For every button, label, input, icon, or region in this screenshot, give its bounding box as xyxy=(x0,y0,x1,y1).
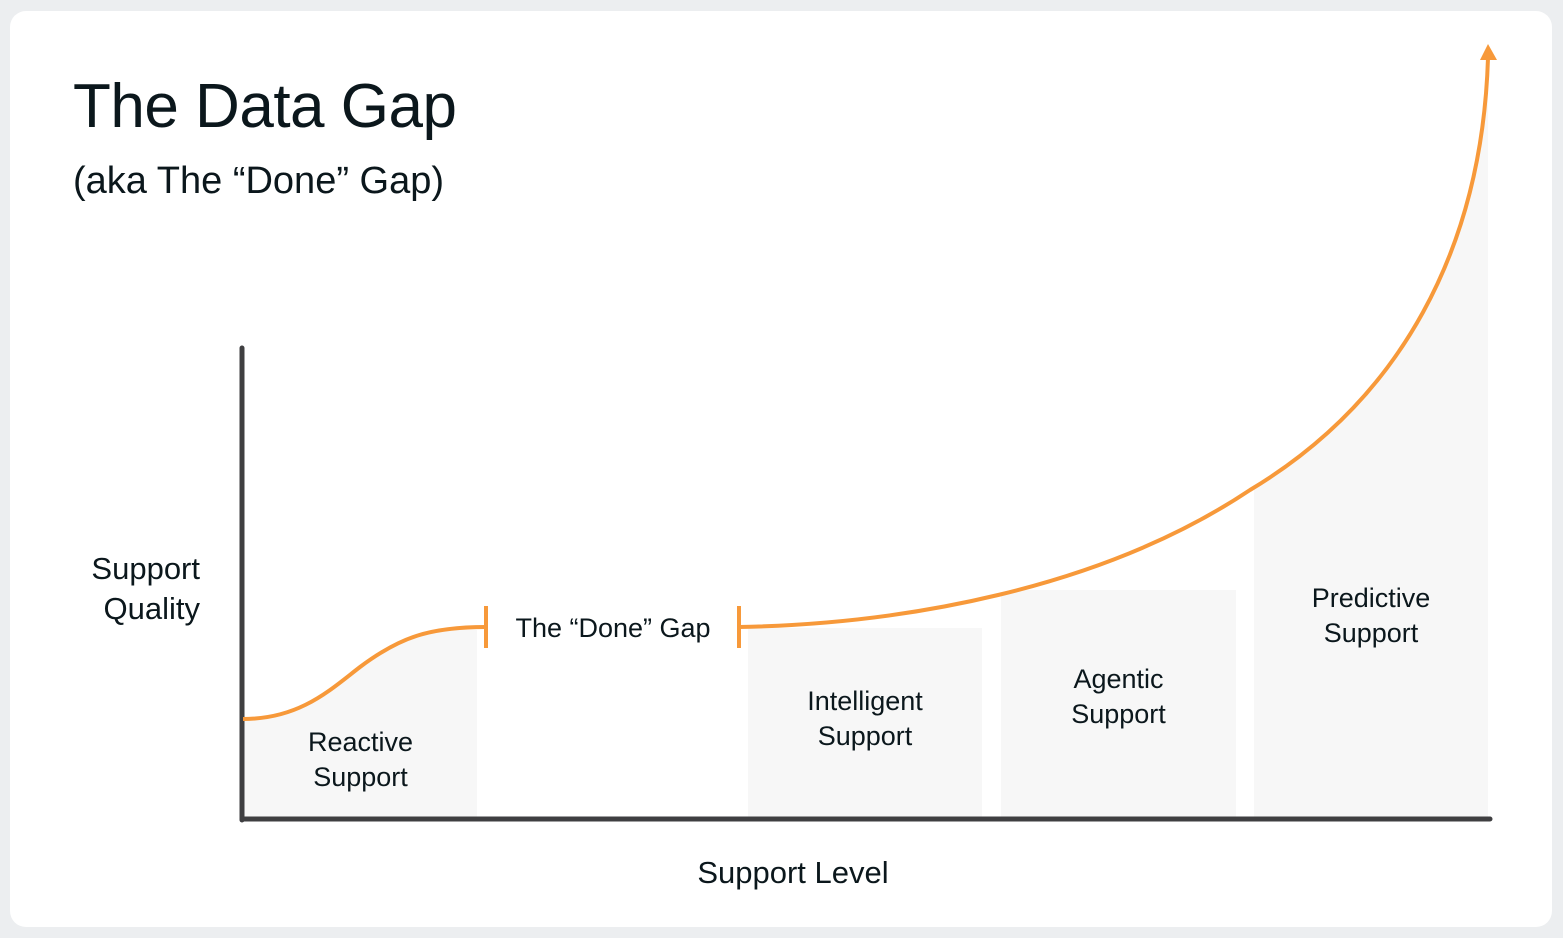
arrow-up-icon xyxy=(1480,44,1497,60)
stage-label-line1: Agentic xyxy=(1073,664,1164,694)
stage-label-line2: Support xyxy=(1323,618,1419,648)
y-axis-label: Support Quality xyxy=(91,551,200,626)
stage-label-line1: Reactive xyxy=(307,727,414,757)
reactive-curve xyxy=(242,625,487,721)
stage-label-line2: Support xyxy=(1071,699,1166,729)
stage-label-line2: Support xyxy=(817,721,913,751)
stage-label-line1: Intelligent xyxy=(807,686,923,716)
band-mask-reactive xyxy=(243,600,486,719)
stage-label-reactive: Reactive Support xyxy=(244,725,477,795)
diagram-title: The Data Gap xyxy=(73,72,457,141)
stage-label-predictive: Predictive Support xyxy=(1254,581,1488,651)
stage-label-agentic: Agentic Support xyxy=(1001,662,1236,732)
stage-label-intelligent: Intelligent Support xyxy=(748,684,982,754)
diagram-subtitle: (aka The “Done” Gap) xyxy=(73,160,445,202)
gap-label: The “Done” Gap xyxy=(515,613,711,643)
stage-label-line2: Support xyxy=(313,762,408,792)
band-intelligent xyxy=(748,628,982,818)
growth-curve xyxy=(738,57,1490,629)
band-mask xyxy=(740,52,1488,627)
x-axis-label: Support Level xyxy=(697,855,889,890)
stage-label-line1: Predictive xyxy=(1311,583,1431,613)
band-agentic xyxy=(1001,590,1236,818)
